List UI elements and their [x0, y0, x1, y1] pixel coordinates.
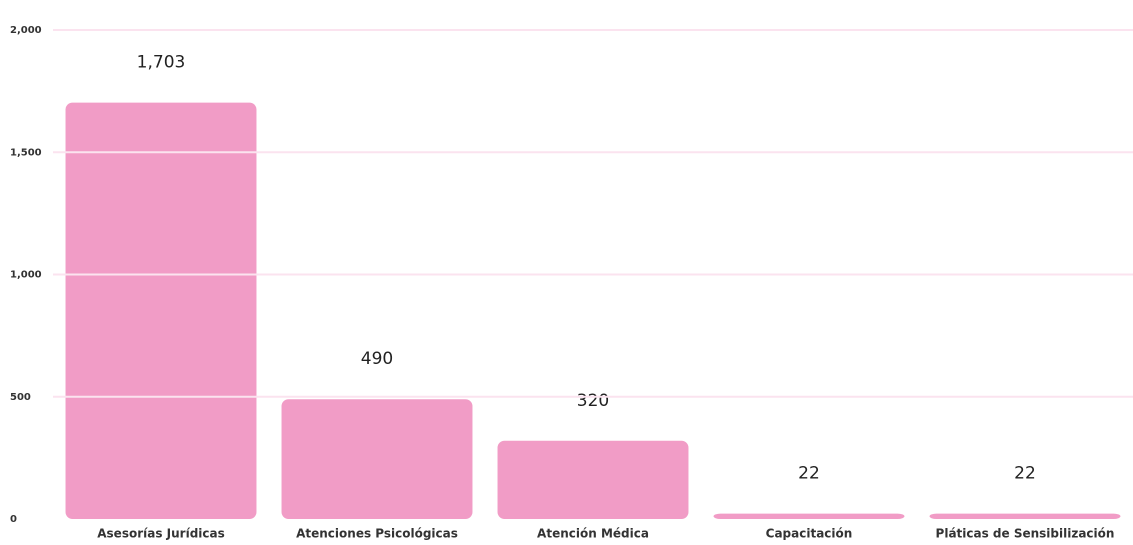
y-tick-label: 1,500	[10, 147, 42, 158]
y-tick-label: 2,000	[10, 25, 42, 36]
x-tick-label: Pláticas de Sensibilización	[936, 527, 1115, 541]
value-label: 1,703	[137, 53, 186, 73]
x-tick-label: Atención Médica	[537, 527, 649, 541]
bar	[497, 440, 689, 519]
value-label: 490	[361, 349, 393, 369]
bar	[929, 513, 1121, 519]
x-tick-label: Asesorías Jurídicas	[97, 527, 225, 541]
y-tick-label: 500	[10, 392, 31, 403]
value-label: 320	[577, 391, 609, 411]
x-tick-label: Capacitación	[766, 527, 853, 541]
bar	[281, 399, 473, 519]
bar	[713, 513, 905, 519]
y-tick-label: 1,000	[10, 270, 42, 281]
x-tick-label: Atenciones Psicológicas	[296, 527, 458, 541]
value-label: 22	[798, 464, 820, 484]
value-label: 22	[1014, 464, 1036, 484]
bar	[65, 102, 257, 519]
y-tick-label: 0	[10, 514, 17, 525]
